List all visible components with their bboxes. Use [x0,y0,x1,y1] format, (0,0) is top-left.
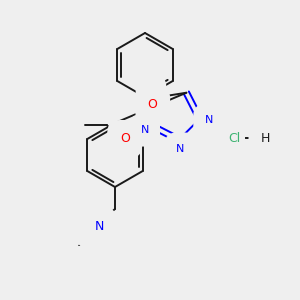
Text: N: N [94,220,104,232]
Text: O: O [148,98,158,111]
Text: H: H [80,220,90,232]
Text: N: N [147,86,155,96]
Text: O: O [120,133,130,146]
Text: Cl: Cl [228,131,240,145]
Text: N: N [204,115,213,125]
Text: H: H [261,131,270,145]
Text: N: N [140,125,149,135]
Text: N: N [176,144,184,154]
